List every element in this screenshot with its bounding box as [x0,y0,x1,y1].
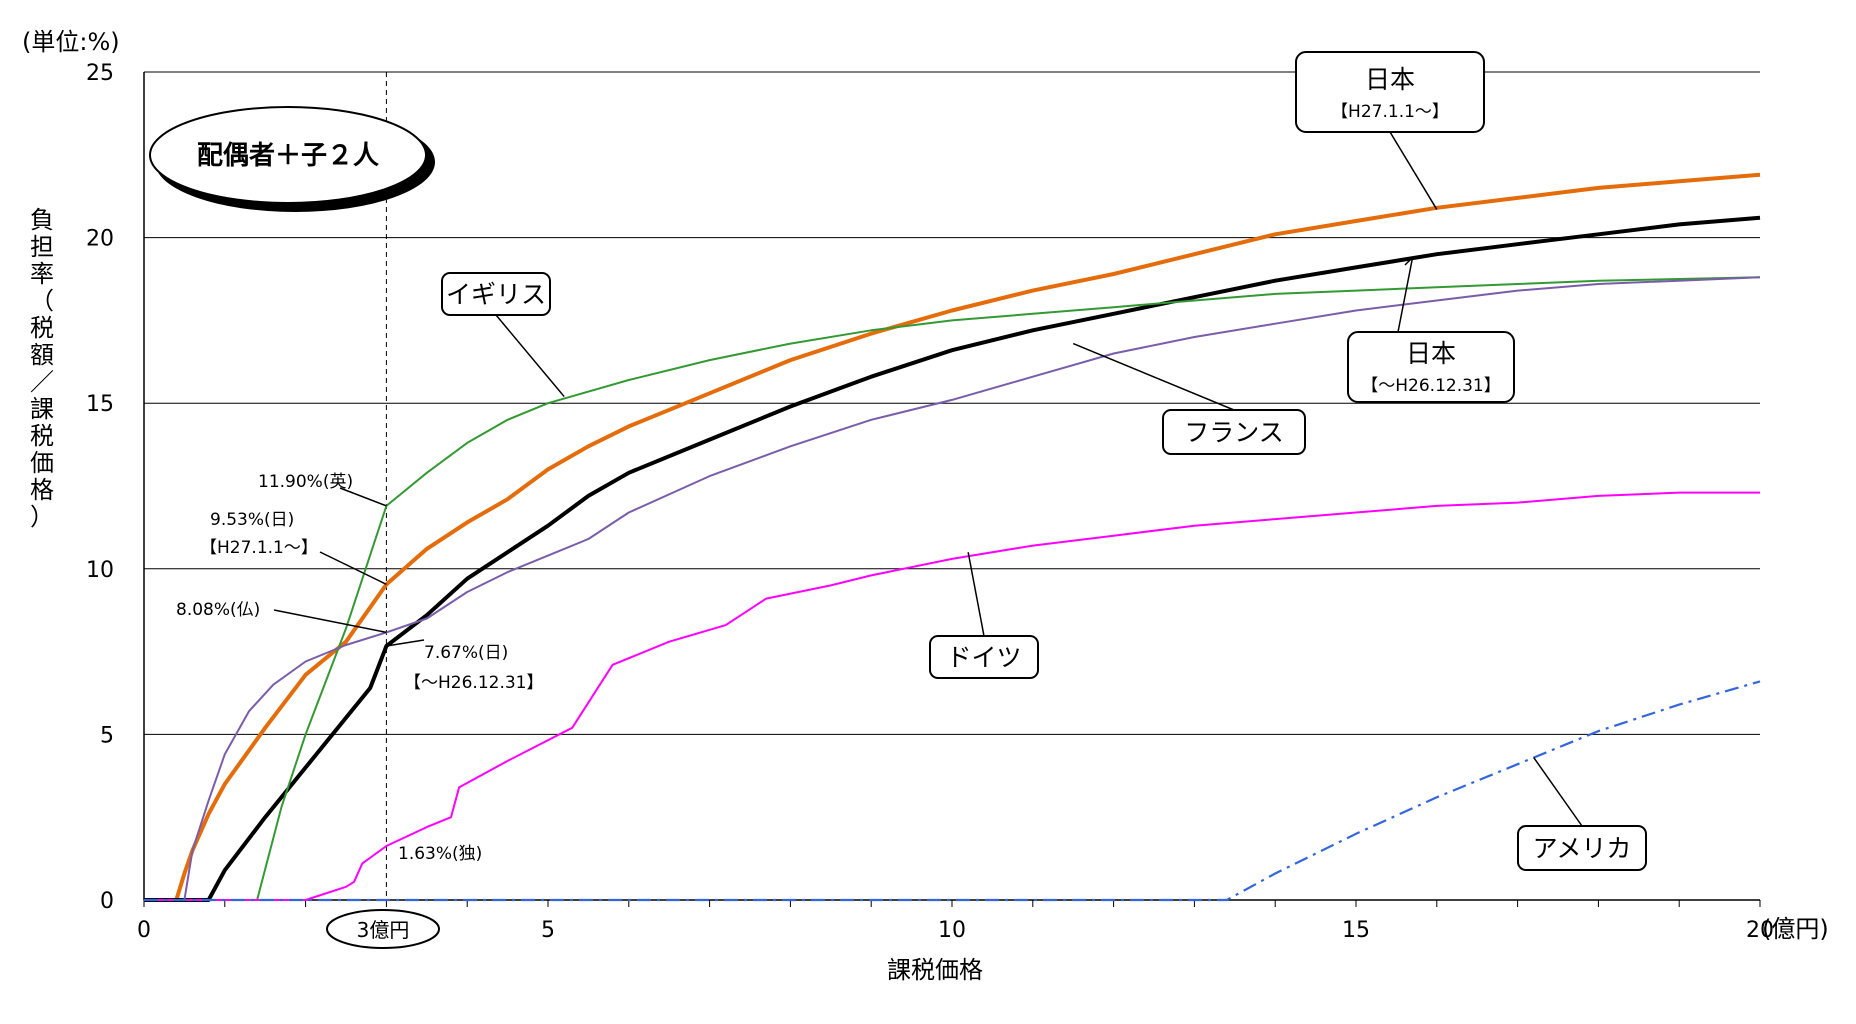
series-line-0 [144,172,1761,902]
callout-line-3 [495,314,565,398]
y-tick-label-1: 5 [100,723,114,748]
annotation-france-value: 8.08%(仏) [176,600,260,620]
y-tick-label-4: 20 [86,227,114,252]
series-lines [144,172,1761,902]
y-tick-label-0: 0 [100,889,114,914]
x-axis-unit: (億円) [1762,915,1829,943]
legend-germany-name: ドイツ [946,643,1021,672]
x-tick-label-3: 15 [1342,918,1370,943]
scenario-label: 配偶者＋子２人 [197,141,379,171]
legend-germany: ドイツ [929,635,1039,679]
annotation-uk-value: 11.90%(英) [258,472,353,492]
x-tick-label-2: 10 [938,918,966,943]
series-line-5 [144,680,1761,902]
callout-line-2 [1397,257,1414,333]
series-line-2 [144,276,1761,901]
x-axis-label: 課税価格 [887,956,983,984]
annotation-japan-old-period: 【～H26.12.31】 [404,673,544,693]
callout-line-6 [1533,757,1583,827]
series-line-4 [144,491,1760,901]
legend-usa: アメリカ [1517,825,1647,871]
callout-line-1 [1404,256,1414,266]
series-line-1 [144,215,1761,902]
y-axis-label: 負担率（税額／課税価格） [30,206,54,531]
scenario-badge: 配偶者＋子２人 [149,106,435,212]
legend-japan-new-period: 【H27.1.1～】 [1331,102,1449,122]
marker-label: 3億円 [357,918,410,942]
annotation-japan-new-period: 【H27.1.1～】 [200,538,318,558]
y-tick-label-3: 15 [86,392,114,417]
legend-france-name: フランス [1184,418,1284,447]
tick-labels: 0 5 10 15 20 0 5 10 15 20 25 [86,61,1774,943]
y-tick-label-2: 10 [86,558,114,583]
legend-uk-name: イギリス [446,280,546,309]
callout-line-4 [1072,342,1235,411]
callout-lines [273,131,1583,827]
x-tick-label-1: 5 [541,918,555,943]
legend-japan-old-name: 日本 [1406,339,1456,368]
callout-line-5 [967,552,985,637]
annotation-germany-value: 1.63%(独) [398,844,482,864]
annotation-japan-old-value: 7.67%(日) [424,643,508,663]
x-tick-label-4: 20 [1746,918,1774,943]
legend-japan-new: 日本 【H27.1.1～】 [1295,51,1485,133]
callout-line-8 [319,551,387,586]
callout-line-0 [1389,131,1438,210]
legend-uk: イギリス [441,272,551,316]
x-tick-label-0: 0 [137,918,151,943]
callout-line-9 [273,609,387,634]
legend-usa-name: アメリカ [1533,834,1632,863]
marker-3oku: 3億円 [326,909,440,949]
grid [144,71,1760,735]
legend-japan-old-period: 【～H26.12.31】 [1361,376,1501,396]
callout-line-7 [339,487,387,507]
unit-label: (単位:%) [22,28,120,56]
series-line-3 [144,276,1761,901]
annotation-japan-new-value: 9.53%(日) [210,510,294,530]
y-tick-label-5: 25 [86,61,114,86]
legend-japan-new-name: 日本 [1365,65,1415,94]
legend-japan-old: 日本 【～H26.12.31】 [1347,331,1515,403]
callout-line-10 [386,639,425,647]
legend-france: フランス [1162,409,1306,455]
